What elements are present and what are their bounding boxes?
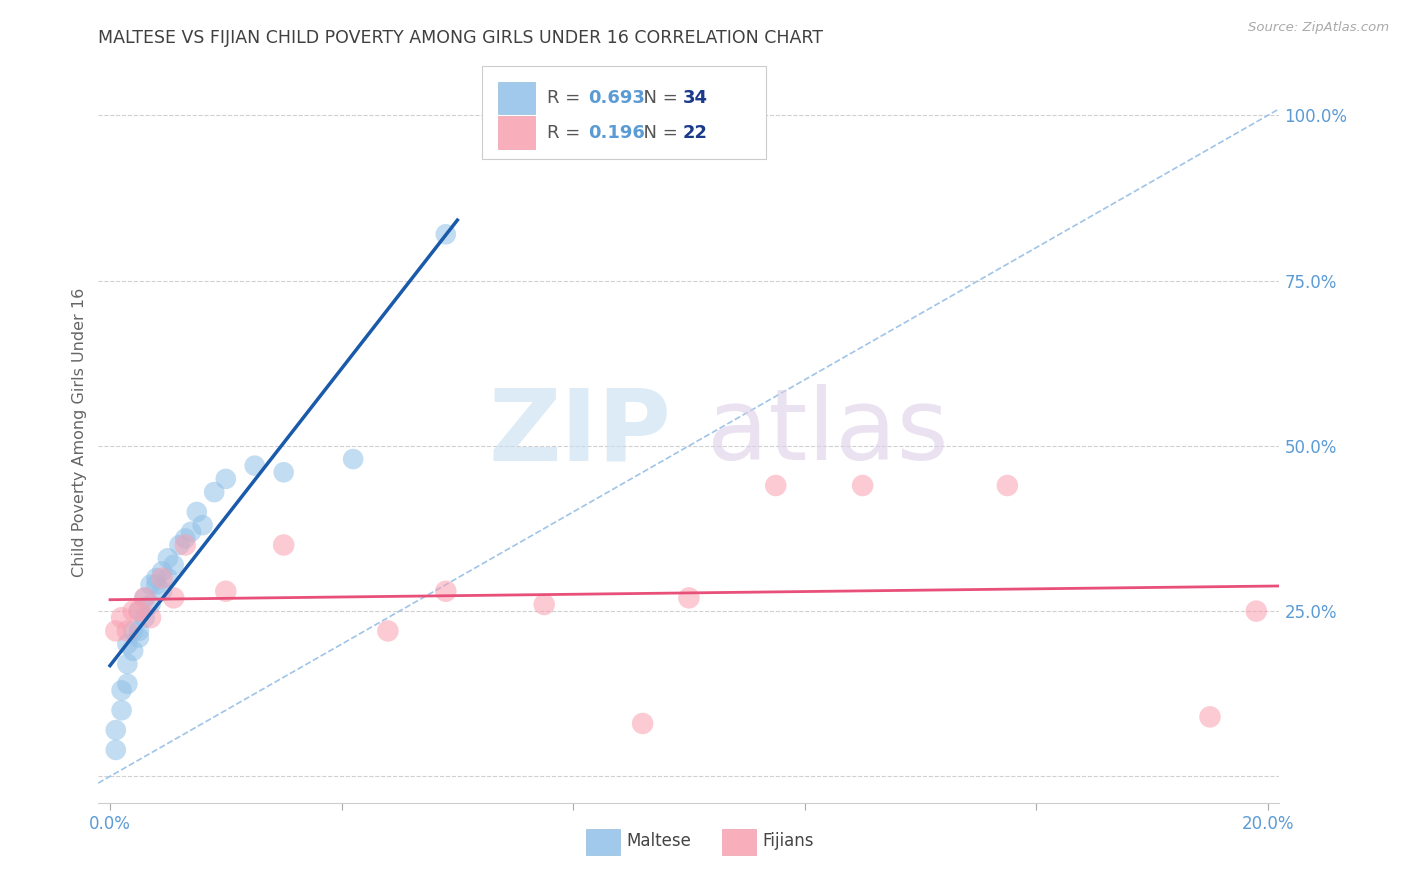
Point [533, 598, 555, 612]
Text: N =: N = [633, 124, 683, 142]
Point [128, 624, 150, 638]
Text: 0.693: 0.693 [589, 89, 645, 107]
FancyBboxPatch shape [586, 830, 620, 855]
Point [273, 465, 295, 479]
Point [163, 558, 186, 572]
Point [215, 584, 238, 599]
Point [156, 551, 179, 566]
Point [150, 565, 173, 579]
Point [134, 591, 156, 605]
Point [852, 478, 875, 492]
Point [122, 604, 145, 618]
Point [191, 518, 214, 533]
Point [273, 538, 295, 552]
FancyBboxPatch shape [723, 830, 756, 855]
Point [995, 478, 1018, 492]
Point [104, 723, 127, 737]
Point [215, 472, 238, 486]
Point [434, 227, 457, 242]
Text: Source: ZipAtlas.com: Source: ZipAtlas.com [1249, 21, 1389, 34]
Point [377, 624, 399, 638]
Text: MALTESE VS FIJIAN CHILD POVERTY AMONG GIRLS UNDER 16 CORRELATION CHART: MALTESE VS FIJIAN CHILD POVERTY AMONG GI… [98, 29, 824, 47]
Point [169, 538, 191, 552]
Point [150, 571, 173, 585]
Point [342, 452, 364, 467]
Text: N =: N = [633, 89, 683, 107]
Point [174, 538, 197, 552]
Point [122, 644, 145, 658]
FancyBboxPatch shape [498, 117, 536, 149]
Text: 0.196: 0.196 [589, 124, 645, 142]
FancyBboxPatch shape [498, 82, 536, 114]
Point [117, 657, 139, 671]
Text: atlas: atlas [707, 384, 948, 481]
Point [110, 611, 132, 625]
Point [678, 591, 700, 605]
Text: R =: R = [547, 124, 586, 142]
Point [139, 611, 162, 625]
Text: 34: 34 [683, 89, 709, 107]
Point [139, 598, 162, 612]
Point [104, 743, 127, 757]
Y-axis label: Child Poverty Among Girls Under 16: Child Poverty Among Girls Under 16 [72, 288, 87, 577]
Point [139, 577, 162, 591]
Text: Maltese: Maltese [626, 832, 692, 850]
Point [156, 571, 179, 585]
Point [1246, 604, 1268, 618]
Point [128, 604, 150, 618]
Point [145, 571, 167, 585]
Point [145, 577, 167, 591]
Text: ZIP: ZIP [488, 384, 671, 481]
Point [174, 532, 197, 546]
Point [134, 611, 156, 625]
Point [180, 524, 202, 539]
Point [243, 458, 266, 473]
Point [104, 624, 127, 638]
Point [186, 505, 208, 519]
Point [117, 624, 139, 638]
FancyBboxPatch shape [482, 66, 766, 159]
Point [110, 683, 132, 698]
Point [134, 591, 156, 605]
Text: 22: 22 [683, 124, 709, 142]
Point [128, 604, 150, 618]
Point [117, 637, 139, 651]
Point [117, 677, 139, 691]
Point [110, 703, 132, 717]
Text: R =: R = [547, 89, 586, 107]
Point [122, 624, 145, 638]
Point [202, 485, 225, 500]
Point [128, 631, 150, 645]
Point [765, 478, 787, 492]
Point [434, 584, 457, 599]
Point [150, 584, 173, 599]
Point [631, 716, 654, 731]
Text: Fijians: Fijians [762, 832, 814, 850]
Point [163, 591, 186, 605]
Point [1199, 710, 1222, 724]
